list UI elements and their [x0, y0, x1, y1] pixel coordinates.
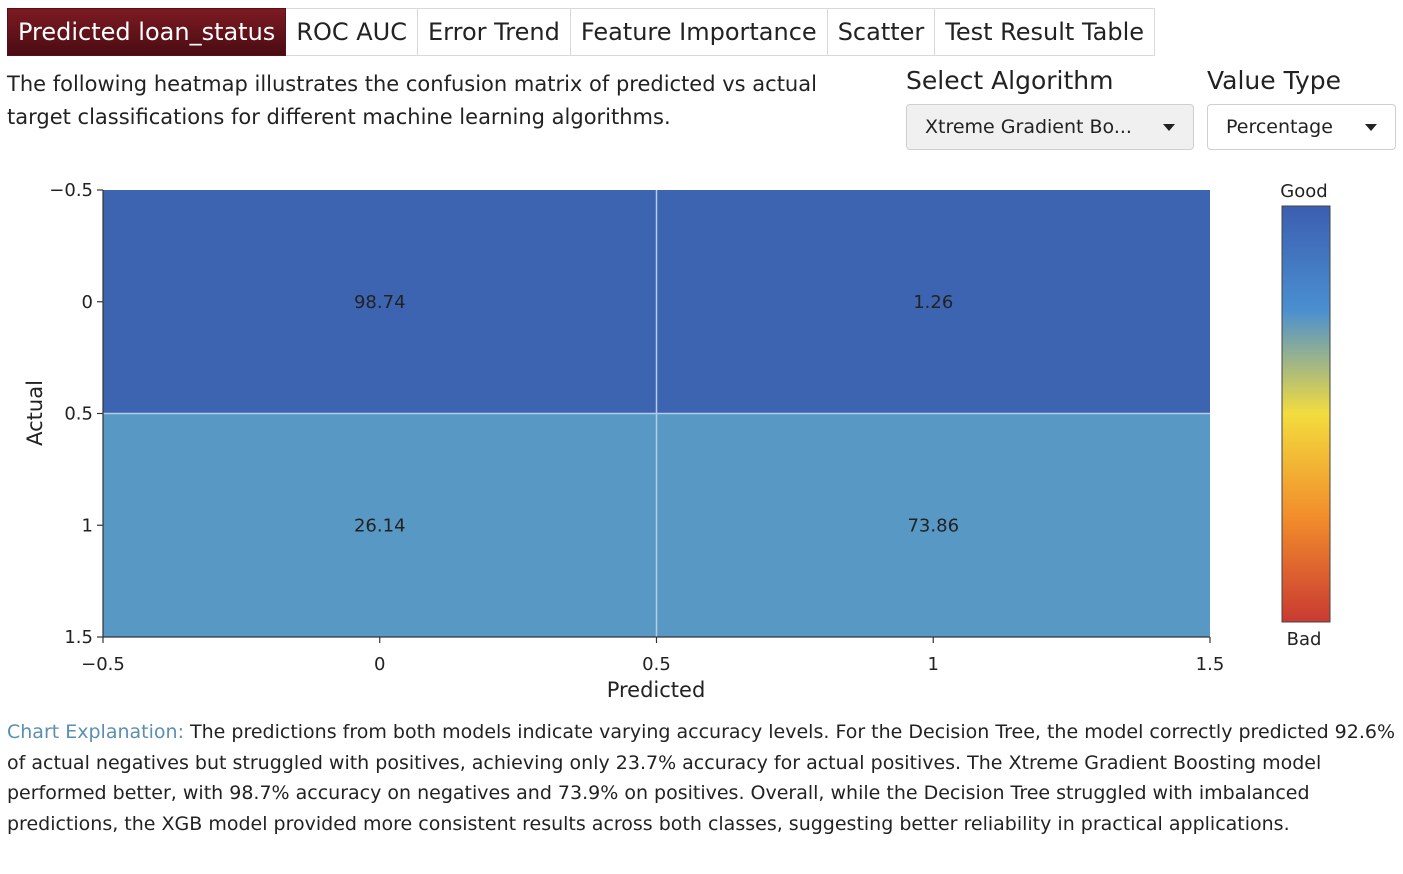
y-axis-label: Actual [23, 380, 47, 446]
tab-scatter[interactable]: Scatter [827, 8, 936, 56]
colorbar [1281, 205, 1331, 623]
algorithm-select-value: Xtreme Gradient Bo... [925, 116, 1132, 138]
algorithm-select[interactable]: Xtreme Gradient Bo... [906, 104, 1194, 150]
cell-value-label: 73.86 [907, 515, 959, 536]
heatmap-cell [103, 190, 657, 414]
cell-value-label: 26.14 [354, 515, 406, 536]
x-tick-label: 1.5 [1196, 654, 1225, 675]
heatmap-cell [656, 413, 1210, 637]
chart-description: The following heatmap illustrates the co… [7, 72, 817, 129]
colorbar-bottom-label: Bad [1287, 629, 1322, 650]
cell-value-label: 98.74 [354, 292, 406, 313]
value-type-select-value: Percentage [1226, 116, 1333, 138]
y-tick-label: 1.5 [64, 627, 93, 648]
y-tick-label: −0.5 [49, 180, 93, 201]
x-tick-label: 0 [374, 654, 385, 675]
algorithm-label: Select Algorithm [906, 66, 1114, 95]
value-type-label: Value Type [1207, 66, 1342, 95]
heatmap-cell [103, 413, 657, 637]
value-type-select[interactable]: Percentage [1207, 104, 1396, 150]
heatmap-cell [656, 190, 1210, 414]
chevron-down-icon [1365, 123, 1377, 131]
confusion-matrix-heatmap: 98.74 1.26 26.14 73.86 −0.5 −0.5 0 0 0.5 0.5 1 1 1.… [23, 180, 1331, 702]
chevron-down-icon [1163, 123, 1175, 131]
tab-test-result-table[interactable]: Test Result Table [935, 8, 1156, 56]
tab-error-trend[interactable]: Error Trend [418, 8, 571, 56]
y-tick-label: 1 [82, 515, 93, 536]
x-tick-label: −0.5 [81, 654, 125, 675]
x-tick-label: 0.5 [642, 654, 671, 675]
tab-roc-auc[interactable]: ROC AUC [286, 8, 419, 56]
chart-explanation-text: The predictions from both models indicat… [7, 721, 1396, 835]
colorbar-top-label: Good [1280, 181, 1327, 202]
tab-bar: Predicted loan_status ROC AUC Error Tren… [7, 8, 1156, 58]
chart-explanation-label: Chart Explanation: [7, 721, 184, 743]
x-axis-label: Predicted [607, 678, 706, 702]
y-tick-label: 0.5 [64, 404, 93, 425]
tab-predicted-loan-status[interactable]: Predicted loan_status [7, 8, 287, 56]
tab-feature-importance[interactable]: Feature Importance [570, 8, 828, 56]
x-tick-label: 1 [928, 654, 939, 675]
y-tick-label: 0 [82, 292, 93, 313]
cell-value-label: 1.26 [913, 292, 953, 313]
chart-explanation: Chart Explanation: The predictions from … [7, 717, 1399, 839]
